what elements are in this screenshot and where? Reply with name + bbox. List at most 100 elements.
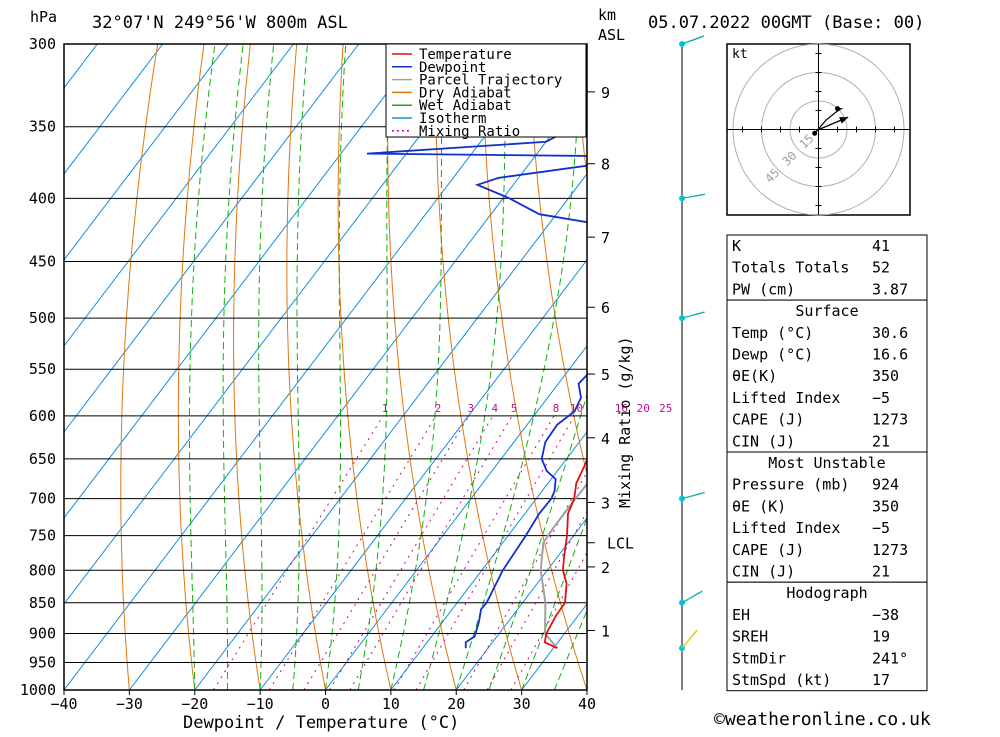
x-tick-label: 20 <box>447 695 465 713</box>
x-tick-label: 10 <box>382 695 400 713</box>
dry-adiabat-line <box>234 44 261 690</box>
index-value: 21 <box>872 432 890 450</box>
mixing-ratio-axis-label: Mixing Ratio (g/kg) <box>616 336 634 508</box>
mixing-ratio-tick-label: 20 <box>637 402 650 415</box>
index-value: 41 <box>872 237 890 255</box>
height-unit-label-2: ASL <box>598 26 625 44</box>
wet-adiabat-line <box>259 44 274 690</box>
index-value: 1273 <box>872 411 908 429</box>
mixing-ratio-tick-label: 5 <box>511 402 518 415</box>
dry-adiabat-line <box>287 44 326 690</box>
index-table-title: Surface <box>795 302 858 320</box>
x-tick-label: 40 <box>578 695 596 713</box>
mixing-ratio-tick-label: 1 <box>382 402 389 415</box>
pressure-tick-label: 800 <box>29 561 56 579</box>
wet-adiabat-line <box>190 44 215 690</box>
mixing-ratio-tick-label: 25 <box>659 402 672 415</box>
index-value: 241° <box>872 649 908 667</box>
dry-adiabat-line <box>338 44 391 690</box>
location-title: 32°07'N 249°56'W 800m ASL <box>92 13 348 33</box>
dry-adiabat-line <box>946 44 1000 690</box>
pressure-tick-label: 600 <box>29 407 56 425</box>
height-tick-label: 3 <box>601 494 610 512</box>
index-value: 19 <box>872 628 890 646</box>
index-table-title: Hodograph <box>786 584 867 602</box>
index-label: Dewp (°C) <box>732 346 813 364</box>
height-tick-label: 8 <box>601 156 610 174</box>
wet-adiabat-line <box>223 44 243 690</box>
x-tick-label: −20 <box>181 695 208 713</box>
mixing-ratio-tick-label: 4 <box>492 402 499 415</box>
legend-entry: Mixing Ratio <box>419 124 520 140</box>
index-table-title: Most Unstable <box>768 454 885 472</box>
index-label: SREH <box>732 628 768 646</box>
pressure-tick-label: 900 <box>29 624 56 642</box>
wind-profile <box>679 36 705 690</box>
x-tick-label: 0 <box>321 695 330 713</box>
dry-adiabat-line <box>178 44 204 690</box>
index-value: 350 <box>872 367 899 385</box>
index-value: 52 <box>872 259 890 277</box>
wind-barb-feather <box>693 493 702 495</box>
dry-adiabat-line <box>388 44 457 690</box>
index-label: Lifted Index <box>732 389 840 407</box>
mixing-ratio-tick-label: 3 <box>467 402 474 415</box>
wind-barb-feather <box>693 313 702 315</box>
wind-barb-feather <box>691 593 699 598</box>
lcl-label: LCL <box>607 535 634 553</box>
hodograph-unit-label: kt <box>732 47 748 62</box>
index-value: 1273 <box>872 541 908 559</box>
x-tick-label: −40 <box>50 695 77 713</box>
pressure-tick-label: 400 <box>29 189 56 207</box>
index-label: Temp (°C) <box>732 324 813 342</box>
index-label: StmDir <box>732 649 786 667</box>
wet-adiabat-line <box>456 44 580 690</box>
pressure-tick-label: 450 <box>29 253 56 271</box>
isotherm-line <box>0 44 32 690</box>
isotherm-line <box>195 44 686 690</box>
index-label: StmSpd (kt) <box>732 671 831 689</box>
height-tick-label: 1 <box>601 622 610 640</box>
index-value: −5 <box>872 389 890 407</box>
x-tick-label: −30 <box>116 695 143 713</box>
hodograph-end-point <box>835 106 840 111</box>
pressure-tick-label: 500 <box>29 309 56 327</box>
index-label: CAPE (J) <box>732 541 804 559</box>
mixing-ratio-tick-label: 8 <box>553 402 560 415</box>
index-label: CIN (J) <box>732 432 795 450</box>
index-value: −5 <box>872 519 890 537</box>
index-value: 3.87 <box>872 280 908 298</box>
datetime-title: 05.07.2022 00GMT (Base: 00) <box>648 13 924 33</box>
mixing-ratio-tick-label: 2 <box>435 402 442 415</box>
height-tick-label: 2 <box>601 559 610 577</box>
mixing-ratio-line <box>394 416 554 690</box>
x-tick-label: 30 <box>513 695 531 713</box>
height-unit-label: km <box>598 6 616 24</box>
dry-adiabat-line <box>992 44 1000 690</box>
index-label: CAPE (J) <box>732 411 804 429</box>
index-value: 350 <box>872 497 899 515</box>
wind-barb-feather <box>689 38 697 41</box>
x-tick-label: −10 <box>247 695 274 713</box>
index-label: EH <box>732 606 750 624</box>
index-value: 21 <box>872 563 890 581</box>
wind-barb-feather <box>693 195 702 197</box>
height-tick-label: 5 <box>601 366 610 384</box>
index-label: CIN (J) <box>732 563 795 581</box>
isotherm-line <box>0 44 490 690</box>
index-value: 30.6 <box>872 324 908 342</box>
isotherm-line <box>260 44 751 690</box>
pressure-tick-label: 950 <box>29 653 56 671</box>
dry-adiabat-line <box>575 44 718 690</box>
pressure-tick-label: 750 <box>29 527 56 545</box>
pressure-tick-label: 850 <box>29 594 56 612</box>
x-axis-label: Dewpoint / Temperature (°C) <box>183 713 459 733</box>
index-label: K <box>732 237 741 255</box>
wet-adiabat-line <box>358 44 390 690</box>
height-tick-label: 9 <box>601 84 610 102</box>
pressure-tick-label: 650 <box>29 450 56 468</box>
